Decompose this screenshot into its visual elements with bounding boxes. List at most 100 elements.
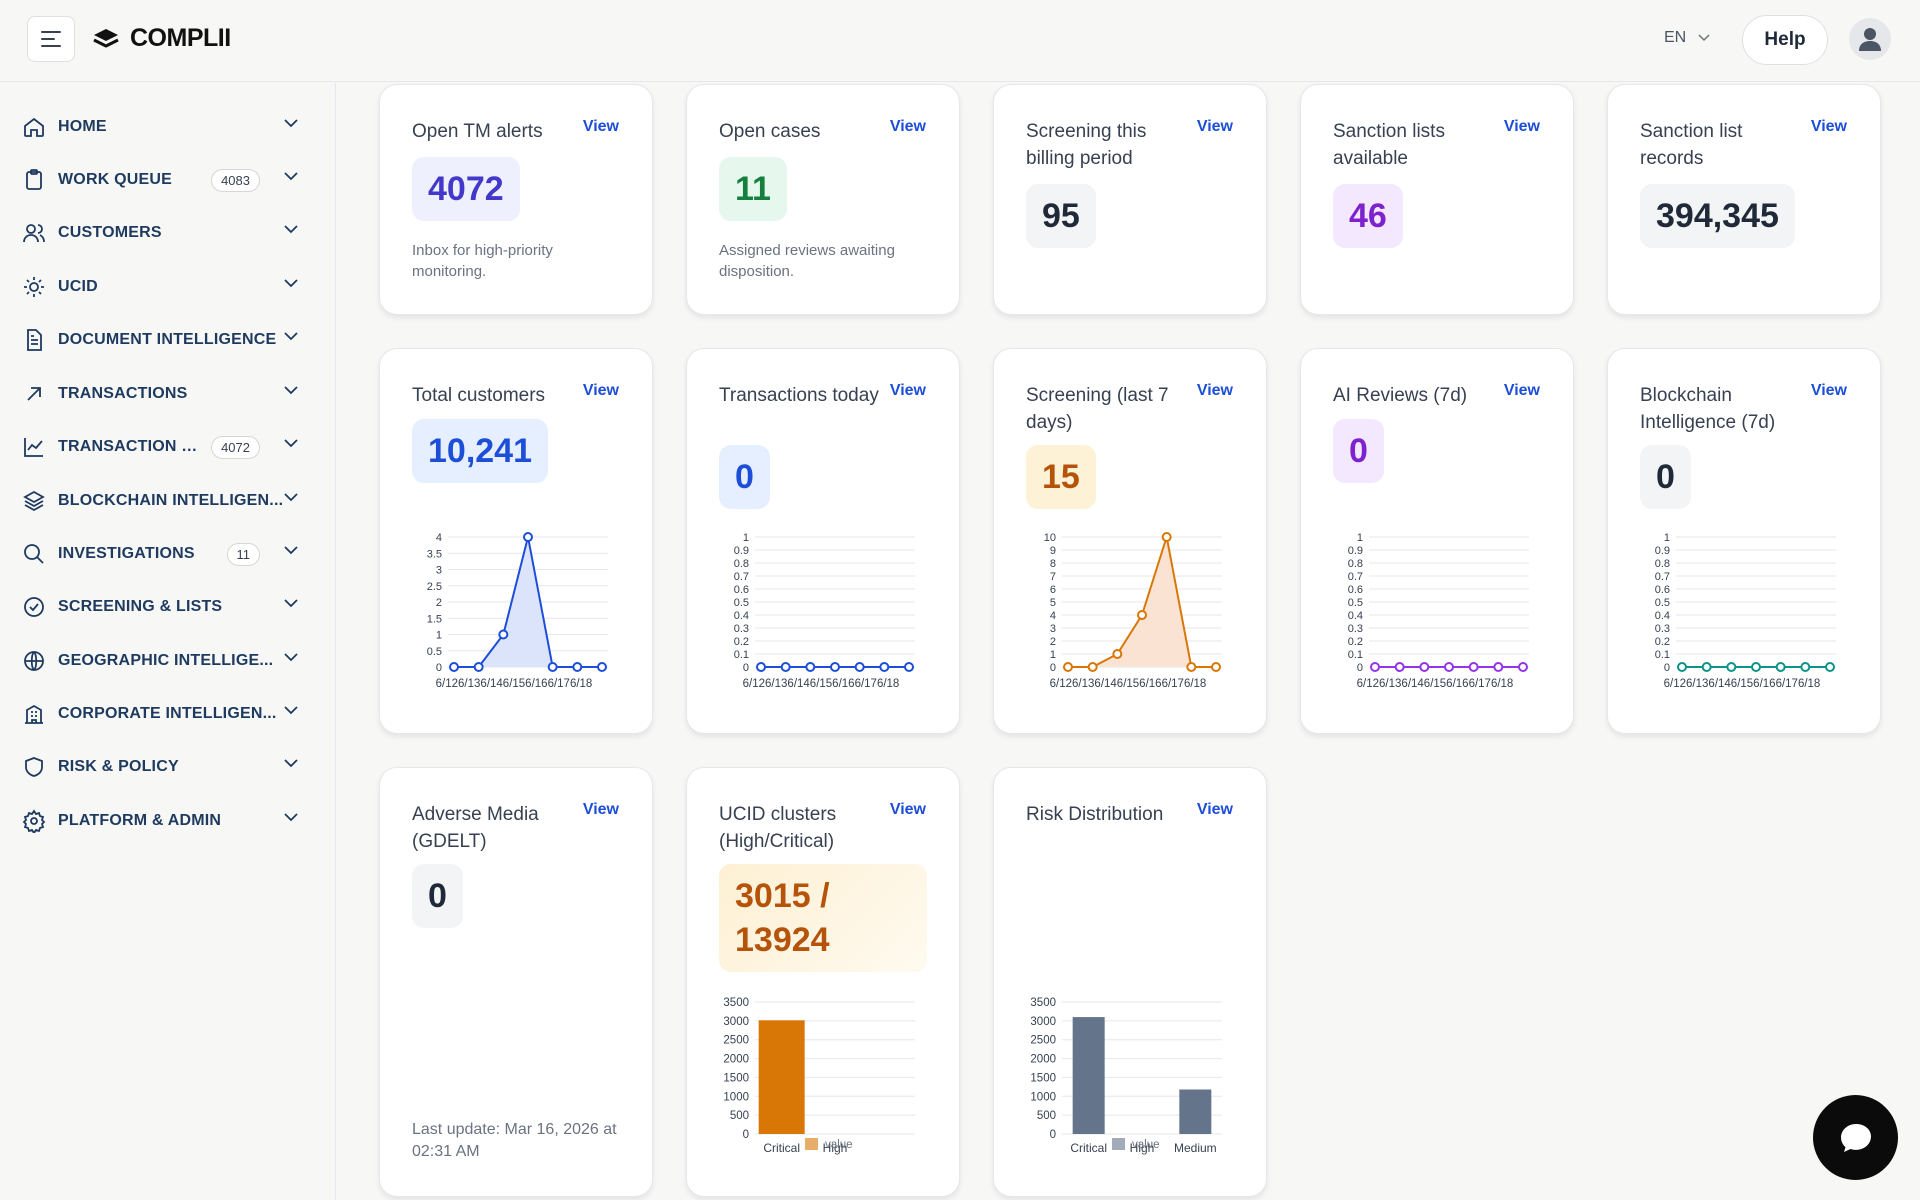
- user-avatar[interactable]: [1849, 18, 1891, 60]
- sidebar-item-blockchain-intelligence[interactable]: BLOCKCHAIN INTELLIGEN...: [20, 481, 310, 521]
- view-link[interactable]: View: [1810, 118, 1847, 135]
- sidebar-item-label: SCREENING & LISTS: [58, 598, 223, 615]
- y-tick-label: 7: [1050, 571, 1056, 583]
- sidebar-item-transaction-monitoring[interactable]: TRANSACTION M... 4072: [20, 427, 310, 467]
- y-tick-label: 0: [1357, 662, 1363, 674]
- y-tick-label: 2000: [1030, 1054, 1056, 1066]
- card-title: Adverse Media (GDELT): [412, 804, 539, 852]
- chevron-down-icon[interactable]: [284, 279, 298, 288]
- chevron-down-icon[interactable]: [284, 332, 298, 341]
- globe-icon: [20, 647, 48, 675]
- chevron-down-icon[interactable]: [284, 493, 298, 502]
- chat-button[interactable]: [1813, 1095, 1898, 1180]
- view-link[interactable]: View: [1503, 118, 1540, 135]
- menu-toggle-button[interactable]: [27, 16, 75, 62]
- view-link[interactable]: View: [1196, 118, 1233, 135]
- data-point: [473, 662, 484, 672]
- chevron-down-icon[interactable]: [284, 599, 298, 608]
- view-link[interactable]: View: [582, 382, 619, 399]
- brand-logo[interactable]: COMPLII: [92, 24, 231, 53]
- check-circle-icon: [20, 593, 48, 621]
- chevron-down-icon[interactable]: [284, 386, 298, 395]
- sidebar-item-risk-policy[interactable]: RISK & POLICY: [20, 747, 310, 787]
- data-point: [1063, 662, 1073, 672]
- last-update-text: Last update: Mar 16, 2026 at 02:31 AM: [412, 1121, 617, 1160]
- logo-icon: [93, 28, 119, 47]
- sidebar-item-geographic-intelligence[interactable]: GEOGRAPHIC INTELLIGE...: [20, 641, 310, 681]
- sidebar-item-platform-admin[interactable]: PLATFORM & ADMIN: [20, 801, 310, 841]
- y-tick-label: 1500: [1030, 1072, 1056, 1084]
- y-tick-label: 0.1: [1348, 649, 1363, 661]
- y-tick-label: 2: [1050, 636, 1056, 648]
- chevron-down-icon[interactable]: [284, 119, 298, 128]
- chevron-down-icon[interactable]: [284, 439, 298, 448]
- y-tick-label: 0.5: [1655, 597, 1670, 609]
- data-point: [1701, 662, 1712, 672]
- data-point: [1751, 662, 1761, 672]
- view-link[interactable]: View: [1810, 382, 1847, 399]
- view-link[interactable]: View: [582, 801, 619, 818]
- clipboard-icon: [20, 166, 48, 194]
- sidebar-item-home[interactable]: HOME: [20, 107, 310, 147]
- view-link[interactable]: View: [1503, 382, 1540, 399]
- y-tick-label: 0.6: [1655, 584, 1670, 596]
- y-tick-label: 0.3: [1655, 623, 1670, 635]
- chevron-down-icon[interactable]: [284, 225, 298, 234]
- y-tick-label: 1000: [723, 1091, 749, 1103]
- chevron-down-icon[interactable]: [284, 706, 298, 715]
- home-icon: [20, 113, 48, 141]
- data-point: [854, 662, 865, 672]
- chevron-down-icon[interactable]: [284, 759, 298, 768]
- gear-icon: [20, 807, 48, 835]
- x-tick-labels: 6/126/136/146/156/166/176/18: [1664, 678, 1821, 690]
- card-ai-reviews: AI Reviews (7d) View 0 0 0.1 0.2 0.3 0.4 0.5 0…: [1300, 348, 1574, 734]
- view-link[interactable]: View: [1196, 382, 1233, 399]
- y-tick-label: 1: [743, 532, 749, 544]
- sidebar-item-work-queue[interactable]: WORK QUEUE 4083: [20, 160, 310, 200]
- card-blockchain-intelligence: Blockchain Intelligence (7d) View 0 0 0.1…: [1607, 348, 1881, 734]
- chevron-down-icon[interactable]: [284, 546, 298, 555]
- card-description: Assigned reviews awaiting disposition.: [719, 242, 895, 280]
- data-point: [1394, 662, 1405, 672]
- view-link[interactable]: View: [582, 118, 619, 135]
- data-point: [1518, 662, 1528, 672]
- data-point: [449, 662, 459, 672]
- bar-medium: [1179, 1089, 1212, 1134]
- sidebar-item-customers[interactable]: CUSTOMERS: [20, 213, 310, 253]
- data-point: [756, 662, 766, 672]
- sidebar-item-corporate-intelligence[interactable]: CORPORATE INTELLIGEN...: [20, 694, 310, 734]
- bar-critical: [1072, 1017, 1105, 1134]
- help-button[interactable]: Help: [1742, 15, 1828, 65]
- area-fill: [454, 537, 602, 667]
- chevron-down-icon[interactable]: [284, 172, 298, 181]
- sidebar-item-label: CUSTOMERS: [58, 224, 162, 241]
- card-sanction-list-records: Sanction list records View 394,345: [1607, 84, 1881, 315]
- sidebar-item-screening-lists[interactable]: SCREENING & LISTS: [20, 587, 310, 627]
- data-point: [904, 662, 914, 672]
- view-link[interactable]: View: [889, 118, 926, 135]
- card-total-customers: Total customers View 10,241 0 0.5 1 1.5 2 2.5…: [379, 348, 653, 734]
- data-point: [1186, 662, 1197, 672]
- y-tick-label: 0.4: [1348, 610, 1363, 622]
- line-chart-icon: [20, 433, 48, 461]
- y-tick-label: 0.7: [1348, 571, 1363, 583]
- y-tick-label: 0.2: [1348, 636, 1363, 648]
- sidebar-item-transactions[interactable]: TRANSACTIONS: [20, 374, 310, 414]
- view-link[interactable]: View: [889, 382, 926, 399]
- sidebar-item-ucid[interactable]: UCID: [20, 267, 310, 307]
- data-point: [805, 662, 816, 672]
- language-select[interactable]: EN: [1664, 29, 1710, 47]
- count-badge: 4072: [211, 435, 260, 459]
- view-link[interactable]: View: [889, 801, 926, 818]
- y-tick-label: 0.5: [427, 646, 442, 658]
- chevron-down-icon[interactable]: [284, 813, 298, 822]
- card-title: Total customers: [412, 385, 546, 406]
- chevron-down-icon[interactable]: [284, 653, 298, 662]
- y-tick-label: 3500: [1030, 997, 1056, 1009]
- metric-value: 4072: [412, 157, 520, 221]
- metric-value: 11: [719, 157, 787, 221]
- data-point: [1137, 610, 1147, 620]
- sidebar-item-investigations[interactable]: INVESTIGATIONS 11: [20, 534, 310, 574]
- view-link[interactable]: View: [1196, 801, 1233, 818]
- sidebar-item-document-intelligence[interactable]: DOCUMENT INTELLIGENCE: [20, 320, 310, 360]
